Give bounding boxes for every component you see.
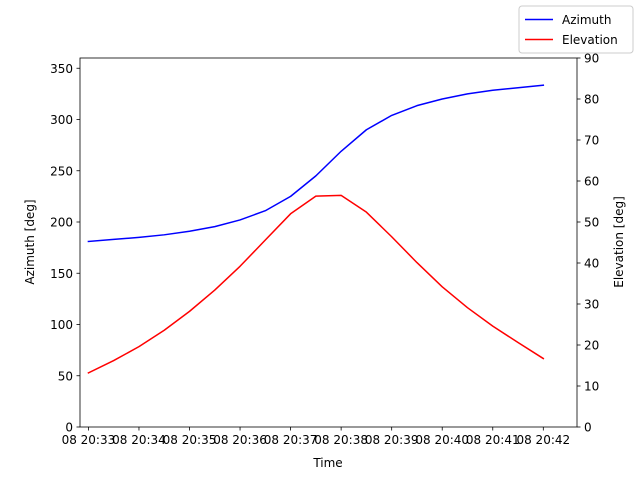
legend: Azimuth Elevation xyxy=(518,5,634,54)
y-left-tick-label: 200 xyxy=(50,216,73,230)
y-left-tick-label: 250 xyxy=(50,164,73,178)
x-tick-label: 08 20:40 xyxy=(415,433,469,447)
x-tick-label: 08 20:42 xyxy=(516,433,570,447)
x-axis-label: Time xyxy=(312,456,342,470)
series-line-elevation xyxy=(87,194,545,374)
y-right-tick-label: 30 xyxy=(584,298,599,312)
y-right-tick-label: 60 xyxy=(584,175,599,189)
y-left-tick-label: 300 xyxy=(50,113,73,127)
x-tick-label: 08 20:36 xyxy=(213,433,267,447)
y-right-tick-label: 40 xyxy=(584,257,599,271)
legend-label-elevation: Elevation xyxy=(562,33,618,47)
y-right-tick-label: 90 xyxy=(584,52,599,66)
x-tick-label: 08 20:34 xyxy=(112,433,166,447)
series-line-azimuth xyxy=(87,84,545,243)
y-right-tick-label: 50 xyxy=(584,216,599,230)
legend-frame xyxy=(518,5,634,54)
x-tick-label: 08 20:33 xyxy=(62,433,116,447)
legend-label-azimuth: Azimuth xyxy=(562,13,611,27)
y-left-tick-label: 100 xyxy=(50,318,73,332)
y-right-tick-label: 0 xyxy=(584,421,592,435)
plot-area xyxy=(87,84,545,374)
y-left-tick-label: 150 xyxy=(50,267,73,281)
plot-frame xyxy=(79,57,578,428)
x-tick-label: 08 20:37 xyxy=(264,433,318,447)
y-right-tick-label: 80 xyxy=(584,93,599,107)
y-axis-left-label: Azimuth [deg] xyxy=(23,199,37,284)
x-tick-label: 08 20:39 xyxy=(365,433,419,447)
y-left-tick-label: 350 xyxy=(50,62,73,76)
x-tick-label: 08 20:38 xyxy=(314,433,368,447)
y-right-tick-label: 20 xyxy=(584,339,599,353)
y-left-tick-label: 0 xyxy=(65,421,73,435)
y-axis-right-label: Elevation [deg] xyxy=(612,196,626,288)
y-right-tick-label: 70 xyxy=(584,134,599,148)
y-left-tick-label: 50 xyxy=(58,369,73,383)
x-tick-label: 08 20:41 xyxy=(466,433,520,447)
x-tick-label: 08 20:35 xyxy=(163,433,217,447)
y-right-tick-label: 10 xyxy=(584,380,599,394)
